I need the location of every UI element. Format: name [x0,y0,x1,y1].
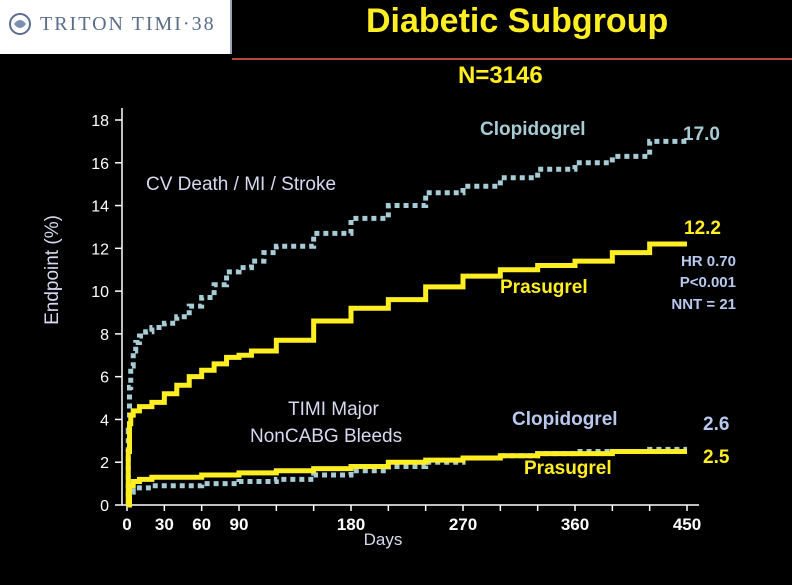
clopidogrel-efficacy-label: Clopidogrel [480,119,586,140]
prasugrel-bleeding-value: 2.5 [703,447,730,468]
y-tick-label: 2 [100,455,109,472]
efficacy-endpoint-label: CV Death / MI / Stroke [146,174,336,195]
series-line-prasugrel-bleeding [126,449,687,508]
nnt-label: NNT = 21 [671,296,736,313]
hazard-ratio-label: HR 0.70 [681,253,736,270]
y-axis-label: Endpoint (%) [42,215,63,325]
series-line-prasugrel-efficacy [125,241,687,508]
bleeding-endpoint-label-line2: NonCABG Bleeds [250,426,402,447]
label-layer: Clopidogrel 17.0 CV Death / MI / Stroke 12.… [146,119,736,479]
y-tick-label: 6 [100,370,109,387]
x-tick-label: 270 [449,515,477,534]
triton-logo-icon [9,13,31,35]
y-tick-label: 16 [91,156,109,173]
clopidogrel-bleeding-label: Clopidogrel [512,409,618,430]
x-tick-label: 60 [192,515,211,534]
series-line-clopidogrel-bleeding [126,446,687,508]
x-tick-label: 180 [337,515,365,534]
y-tick-label: 18 [91,113,109,130]
sample-size-label: N=3146 [458,62,543,89]
x-tick-label: 90 [230,515,249,534]
clopidogrel-efficacy-value: 17.0 [683,124,720,145]
x-axis-label: Days [364,530,403,549]
prasugrel-efficacy-label: Prasugrel [500,277,588,298]
y-tick-label: 12 [91,241,109,258]
clopidogrel-bleeding-value: 2.6 [703,414,729,435]
prasugrel-efficacy-value: 12.2 [684,218,721,239]
x-tick-label: 450 [673,515,701,534]
prasugrel-bleeding-label: Prasugrel [524,458,612,479]
y-tick-label: 10 [91,284,109,301]
p-value-label: P<0.001 [680,274,736,291]
series-line-clopidogrel-efficacy [125,138,687,508]
series-layer [125,138,687,508]
y-tick-label: 4 [100,412,109,429]
y-tick-label: 14 [91,199,109,216]
bleeding-endpoint-label-line1: TIMI Major [288,399,379,420]
x-tick-label: 360 [561,515,589,534]
y-tick-label: 8 [100,327,109,344]
title-divider [232,58,792,60]
logo-text: TRITON TIMI·38 [40,13,216,35]
y-tick-label: 0 [100,498,109,515]
x-tick-label: 30 [155,515,174,534]
page-title: Diabetic Subgroup [366,2,669,40]
x-tick-label: 0 [122,515,131,534]
logo-panel: TRITON TIMI·38 [0,0,232,54]
